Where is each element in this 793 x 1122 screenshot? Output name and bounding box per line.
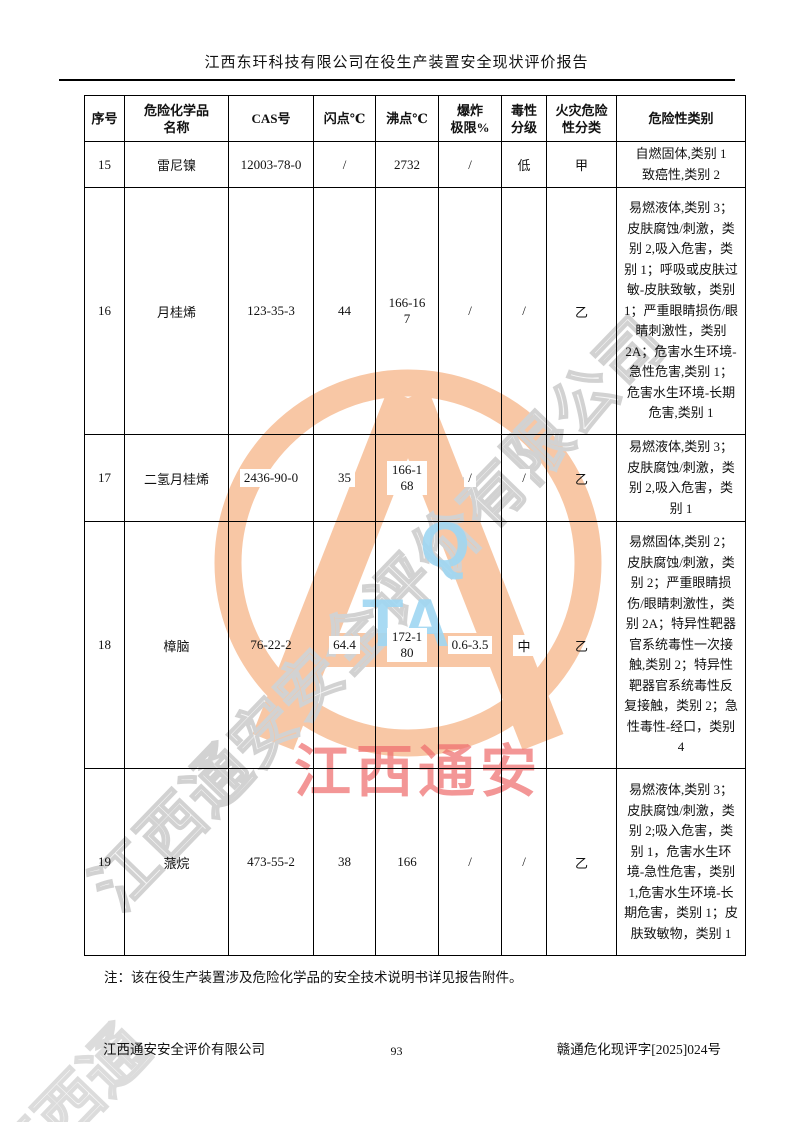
cell-fire-hazard: 乙 — [546, 768, 617, 956]
table-row: 18 樟脑 76-22-2 64.4 172-180 0.6-3.5 中 乙 易… — [84, 521, 746, 769]
cell-explosion-limit: / — [438, 187, 502, 435]
table-row: 19 蒎烷 473-55-2 38 166 / / 乙 易燃液体,类别 3；皮肤… — [84, 768, 746, 956]
col-header-explosion-limit: 爆炸 极限% — [438, 95, 502, 142]
cell-cas: 473-55-2 — [228, 768, 314, 956]
col-header-cas: CAS号 — [228, 95, 314, 142]
cell-flash-point: 35 — [313, 434, 376, 522]
cell-explosion-limit: / — [438, 434, 502, 522]
cell-no: 18 — [84, 521, 125, 769]
cell-hazard-category: 易燃液体,类别 3；皮肤腐蚀/刺激，类别 2;吸入危害，类别 1，危害水生环境-… — [616, 768, 746, 956]
cell-no: 16 — [84, 187, 125, 435]
cell-flash-point: / — [313, 141, 376, 188]
cell-fire-hazard: 乙 — [546, 187, 617, 435]
cell-boiling-point: 2732 — [375, 141, 439, 188]
cell-chemical-name: 月桂烯 — [124, 187, 229, 435]
col-header-no: 序号 — [84, 95, 125, 142]
cell-fire-hazard: 乙 — [546, 521, 617, 769]
footer-page-number: 93 — [390, 1044, 403, 1058]
cell-explosion-limit: / — [438, 141, 502, 188]
cell-flash-point: 44 — [313, 187, 376, 435]
cell-chemical-name: 二氢月桂烯 — [124, 434, 229, 522]
cell-chemical-name: 雷尼镍 — [124, 141, 229, 188]
cell-toxicity: / — [501, 768, 547, 956]
cell-hazard-category: 易燃液体,类别 3；皮肤腐蚀/刺激，类别 2,吸入危害，类别 1；呼吸或皮肤过敏… — [616, 187, 746, 435]
cell-chemical-name: 樟脑 — [124, 521, 229, 769]
col-header-hazard-category: 危险性类别 — [616, 95, 746, 142]
cell-boiling-point: 166 — [375, 768, 439, 956]
cell-toxicity: 中 — [501, 521, 547, 769]
col-header-toxicity: 毒性 分级 — [501, 95, 547, 142]
cell-fire-hazard: 甲 — [546, 141, 617, 188]
cell-no: 19 — [84, 768, 125, 956]
footer-doc-number: 赣通危化现评字[2025]024号 — [556, 1042, 721, 1057]
col-header-name: 危险化学品 名称 — [124, 95, 229, 142]
cell-cas: 76-22-2 — [228, 521, 314, 769]
cell-hazard-category: 自燃固体,类别 1 致癌性,类别 2 — [616, 141, 746, 188]
col-header-flash-point: 闪点℃ — [313, 95, 376, 142]
cell-no: 15 — [84, 141, 125, 188]
cell-toxicity: 低 — [501, 141, 547, 188]
col-header-boiling-point: 沸点℃ — [375, 95, 439, 142]
cell-cas: 2436-90-0 — [228, 434, 314, 522]
cell-fire-hazard: 乙 — [546, 434, 617, 522]
cell-no: 17 — [84, 434, 125, 522]
cell-explosion-limit: / — [438, 768, 502, 956]
cell-hazard-category: 易燃固体,类别 2；皮肤腐蚀/刺激，类别 2；严重眼睛损伤/眼睛刺激性，类别 2… — [616, 521, 746, 769]
cell-boiling-point: 166-168 — [375, 434, 439, 522]
cell-cas: 12003-78-0 — [228, 141, 314, 188]
col-header-fire-hazard: 火灾危险 性分类 — [546, 95, 617, 142]
cell-toxicity: / — [501, 187, 547, 435]
cell-flash-point: 38 — [313, 768, 376, 956]
table-row: 15 雷尼镍 12003-78-0 / 2732 / 低 甲 自燃固体,类别 1… — [84, 141, 746, 188]
cell-explosion-limit: 0.6-3.5 — [438, 521, 502, 769]
table-row: 17 二氢月桂烯 2436-90-0 35 166-168 / / 乙 易燃液体… — [84, 434, 746, 522]
page-header-title: 江西东玕科技有限公司在役生产装置安全现状评价报告 — [204, 55, 589, 71]
footer-company-name: 江西通安安全评价有限公司 — [103, 1042, 265, 1057]
cell-toxicity: / — [501, 434, 547, 522]
cell-boiling-point: 166-167 — [375, 187, 439, 435]
cell-chemical-name: 蒎烷 — [124, 768, 229, 956]
table-row: 16 月桂烯 123-35-3 44 166-167 / / 乙 易燃液体,类别… — [84, 187, 746, 435]
hazardous-chemicals-table: 序号 危险化学品 名称 CAS号 闪点℃ 沸点℃ 爆炸 极限% 毒性 分级 火灾… — [84, 95, 746, 956]
cell-boiling-point: 172-180 — [375, 521, 439, 769]
table-header-row: 序号 危险化学品 名称 CAS号 闪点℃ 沸点℃ 爆炸 极限% 毒性 分级 火灾… — [84, 95, 746, 142]
cell-hazard-category: 易燃液体,类别 3；皮肤腐蚀/刺激，类别 2,吸入危害，类别 1 — [616, 434, 746, 522]
table-note: 注：该在役生产装置涉及危险化学品的安全技术说明书详见报告附件。 — [104, 970, 523, 985]
cell-flash-point: 64.4 — [313, 521, 376, 769]
header-rule — [59, 79, 735, 81]
cell-cas: 123-35-3 — [228, 187, 314, 435]
